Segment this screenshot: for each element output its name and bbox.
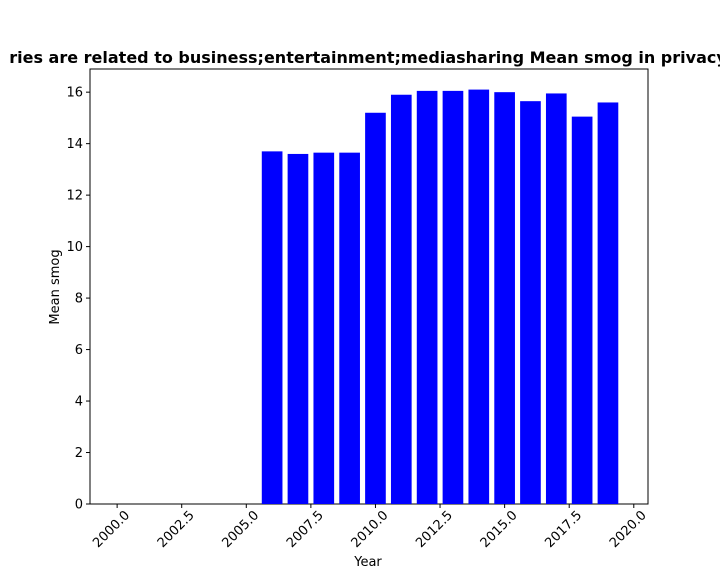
y-tick-label: 12 — [66, 189, 83, 204]
bar-2010 — [365, 112, 386, 504]
x-axis-label: Year — [353, 555, 382, 570]
bar-2016 — [520, 101, 541, 505]
x-tick-label: 2000.0 — [90, 508, 133, 551]
x-tick-label: 2015.0 — [478, 508, 521, 551]
bar-2011 — [390, 94, 412, 505]
y-tick-label: 4 — [75, 395, 83, 410]
y-tick-label: 16 — [66, 86, 83, 101]
x-tick-label: 2020.0 — [607, 508, 650, 551]
y-axis: 0 2 4 6 8 10 12 14 16 — [66, 86, 90, 513]
bar-2014 — [468, 89, 490, 504]
bar-2012 — [416, 90, 438, 504]
bars-layer — [261, 89, 619, 505]
bar-2006 — [261, 151, 283, 504]
bar-2019 — [597, 102, 619, 505]
chart-title: ries are related to business;entertainme… — [9, 48, 720, 67]
bar-2015 — [494, 92, 515, 505]
y-tick-label: 2 — [75, 446, 83, 461]
x-axis: 2000.0 2002.5 2005.0 2007.5 2010.0 2012.5 2015… — [90, 504, 650, 551]
bar-2018 — [571, 116, 593, 505]
y-tick-label: 6 — [75, 343, 83, 358]
y-tick-label: 8 — [75, 292, 83, 307]
y-tick-label: 14 — [66, 137, 83, 152]
x-tick-label: 2005.0 — [219, 508, 262, 551]
x-tick-label: 2012.5 — [413, 508, 456, 551]
bar-2009 — [339, 152, 360, 504]
x-tick-label: 2010.0 — [349, 508, 392, 551]
bar-2013 — [442, 90, 464, 504]
bar-2008 — [313, 152, 335, 504]
y-axis-label: Mean smog — [48, 249, 63, 324]
x-tick-label: 2002.5 — [155, 508, 198, 551]
x-tick-label: 2007.5 — [284, 508, 327, 551]
bar-2007 — [287, 153, 309, 504]
y-tick-label: 10 — [66, 240, 83, 255]
bar-2017 — [545, 93, 567, 504]
y-tick-label: 0 — [75, 498, 83, 513]
x-tick-label: 2017.5 — [542, 508, 585, 551]
